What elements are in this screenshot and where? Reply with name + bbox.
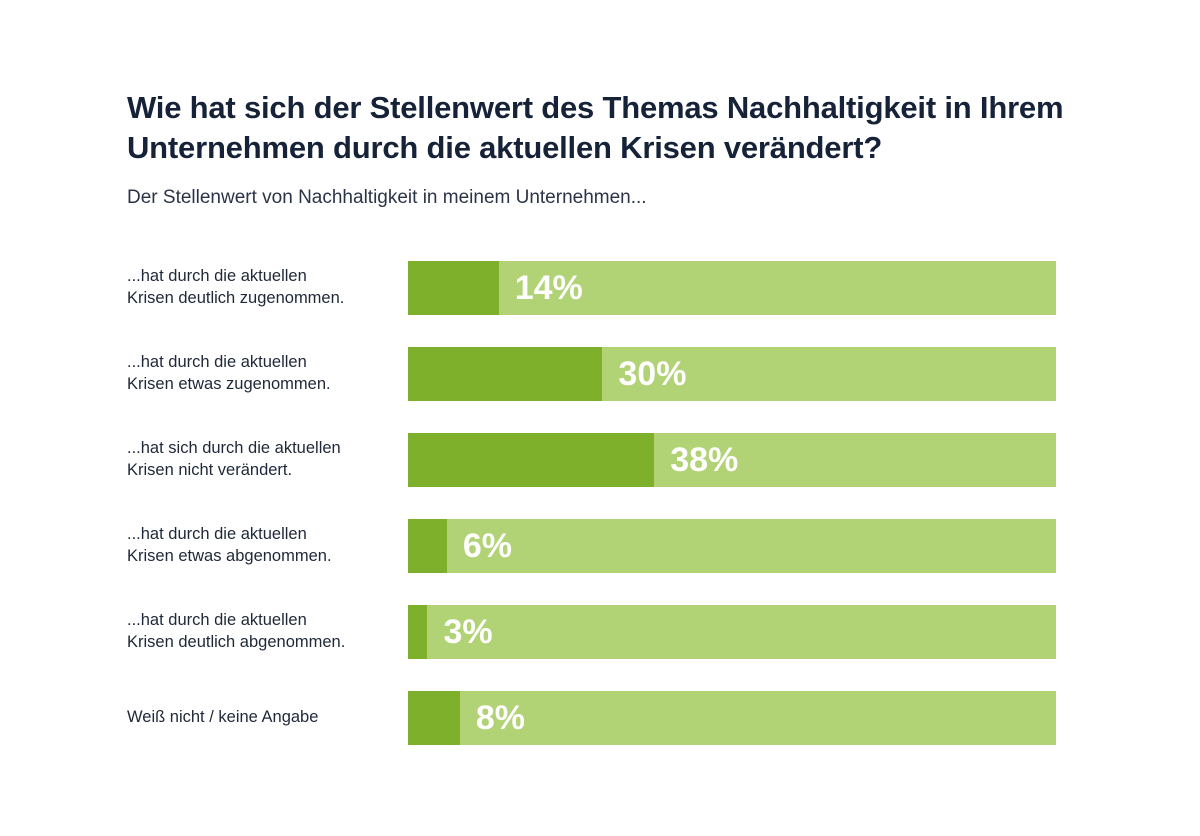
bar-track: 6%: [408, 519, 1056, 573]
category-label: ...hat sich durch die aktuellen Krisen n…: [127, 439, 341, 479]
bar-track: 30%: [408, 347, 1056, 401]
data-label: 3%: [443, 613, 493, 651]
bar: [408, 691, 460, 745]
data-label: 14%: [514, 269, 583, 307]
bar: [408, 347, 603, 401]
category-label: Weiß nicht / keine Angabe: [127, 708, 319, 726]
data-label: 38%: [670, 441, 739, 479]
chart-title: Wie hat sich der Stellenwert des Themas …: [127, 90, 1064, 165]
category-label: ...hat durch die aktuellen Krisen deutli…: [127, 611, 346, 651]
data-label: 8%: [475, 699, 525, 737]
bar: [408, 261, 499, 315]
category-label: ...hat durch die aktuellen Krisen deutli…: [127, 267, 345, 307]
bar-track: 3%: [408, 605, 1056, 659]
chart-subtitle: Der Stellenwert von Nachhaltigkeit in me…: [127, 187, 647, 208]
category-label: ...hat durch die aktuellen Krisen etwas …: [127, 353, 331, 393]
bar: [408, 433, 655, 487]
bar: [408, 605, 428, 659]
bar: [408, 519, 447, 573]
category-label: ...hat durch die aktuellen Krisen etwas …: [127, 525, 332, 565]
data-label: 6%: [462, 527, 513, 565]
bar-track: 8%: [408, 691, 1056, 745]
data-label: 30%: [618, 355, 687, 393]
bar-track: 38%: [408, 433, 1056, 487]
bar-track: 14%: [408, 261, 1056, 315]
